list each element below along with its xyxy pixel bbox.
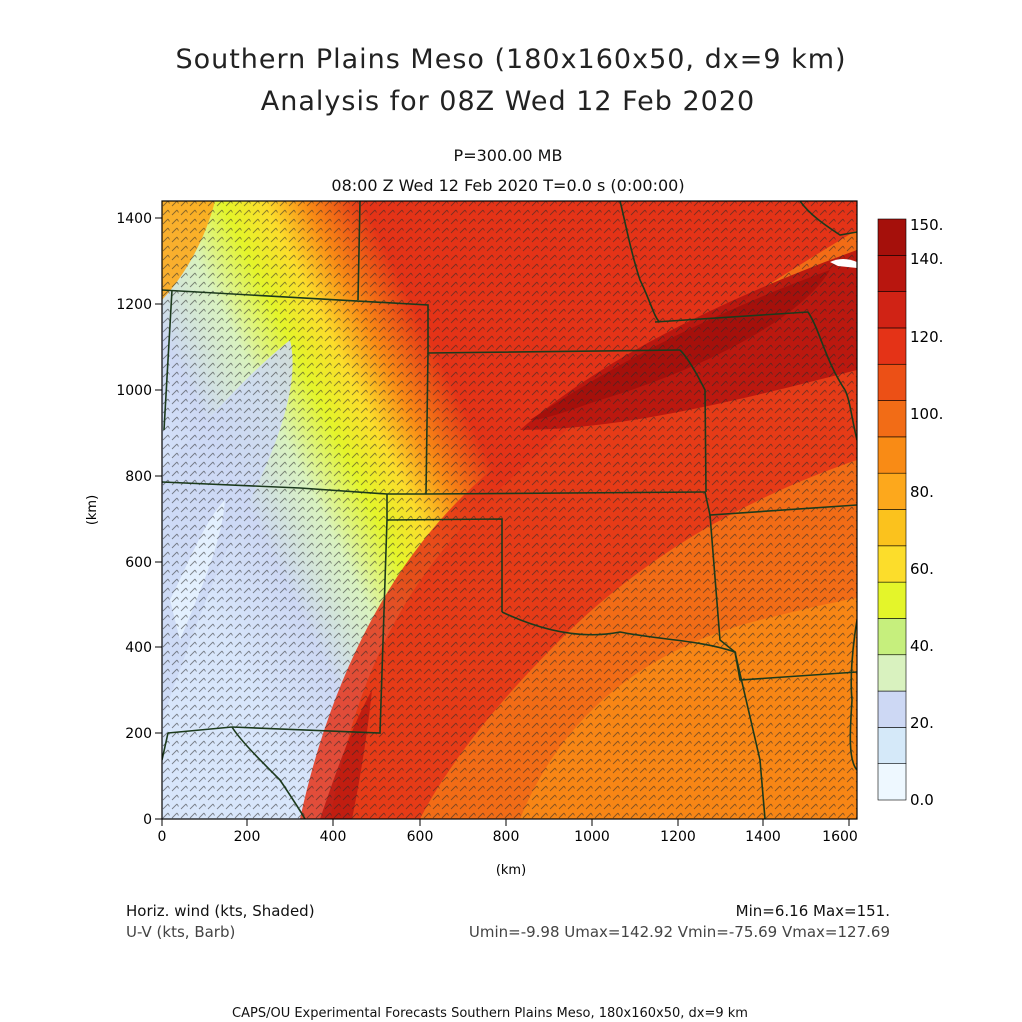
colorbar-swatch xyxy=(877,618,907,656)
y-tick-label: 800 xyxy=(125,469,152,485)
colorbar xyxy=(877,218,907,801)
colorbar-swatch xyxy=(877,509,907,547)
barb-description: U-V (kts, Barb) xyxy=(126,923,236,941)
shading-description: Horiz. wind (kts, Shaded) xyxy=(126,902,315,920)
x-tick-label: 0 xyxy=(158,829,167,845)
colorbar-label: 80. xyxy=(910,483,934,501)
map-frame xyxy=(161,200,858,820)
colorbar-swatch xyxy=(877,400,907,438)
x-tick-label: 1600 xyxy=(822,829,858,845)
colorbar-swatch xyxy=(877,472,907,510)
colorbar-labels: 0.0 20. 40. 60. 80. 100. 120. 140. 150. xyxy=(910,216,943,809)
y-tick-label: 200 xyxy=(125,726,152,742)
x-tick-label: 400 xyxy=(320,829,347,845)
colorbar-label: 140. xyxy=(910,250,943,268)
colorbar-label: 150. xyxy=(910,216,943,234)
y-tick-label: 400 xyxy=(125,640,152,656)
y-tick-labels: 0 200 400 600 800 1000 1200 1400 xyxy=(116,211,152,828)
pressure-level: P=300.00 MB xyxy=(453,146,563,165)
title-line-1: Southern Plains Meso (180x160x50, dx=9 k… xyxy=(175,44,847,75)
x-tick-label: 200 xyxy=(234,829,261,845)
colorbar-swatch xyxy=(877,763,907,801)
y-tick-label: 600 xyxy=(125,555,152,571)
colorbar-swatch xyxy=(877,436,907,474)
colorbar-swatch xyxy=(877,727,907,764)
colorbar-swatch xyxy=(877,581,907,619)
colorbar-label: 120. xyxy=(910,328,943,346)
x-tick-labels: 0 200 400 600 800 1000 1200 1400 1600 xyxy=(158,829,858,845)
x-tick-label: 800 xyxy=(493,829,520,845)
x-tick-label: 1000 xyxy=(574,829,610,845)
y-tick-label: 1400 xyxy=(116,211,152,227)
colorbar-swatch xyxy=(877,291,907,329)
colorbar-swatch xyxy=(877,363,907,401)
x-tick-label: 1200 xyxy=(660,829,696,845)
colorbar-label: 0.0 xyxy=(910,791,934,809)
title-line-2: Analysis for 08Z Wed 12 Feb 2020 xyxy=(260,86,756,117)
colorbar-swatch xyxy=(877,327,907,365)
valid-time: 08:00 Z Wed 12 Feb 2020 T=0.0 s (0:00:00… xyxy=(331,176,685,195)
colorbar-swatch xyxy=(877,255,907,292)
colorbar-label: 20. xyxy=(910,714,934,732)
footer-credit: CAPS/OU Experimental Forecasts Southern … xyxy=(232,1006,748,1021)
min-max-readout: Min=6.16 Max=151. xyxy=(735,902,890,920)
colorbar-swatch xyxy=(877,654,907,692)
colorbar-label: 100. xyxy=(910,405,943,423)
x-axis-label: (km) xyxy=(496,863,526,878)
colorbar-swatch xyxy=(877,690,907,728)
x-tick-label: 1400 xyxy=(745,829,781,845)
y-tick-label: 1000 xyxy=(116,383,152,399)
colorbar-swatch xyxy=(877,218,907,256)
colorbar-label: 60. xyxy=(910,560,934,578)
x-tick-label: 600 xyxy=(407,829,434,845)
wind-speed-shading xyxy=(162,201,857,819)
colorbar-label: 40. xyxy=(910,637,934,655)
y-axis-label: (km) xyxy=(85,495,100,525)
state-boundaries xyxy=(162,201,857,819)
y-tick-label: 1200 xyxy=(116,297,152,313)
axis-ticks xyxy=(155,217,850,826)
uv-range-readout: Umin=-9.98 Umax=142.92 Vmin=-75.69 Vmax=… xyxy=(468,923,890,941)
y-tick-label: 0 xyxy=(143,812,152,828)
colorbar-swatch xyxy=(877,545,907,583)
